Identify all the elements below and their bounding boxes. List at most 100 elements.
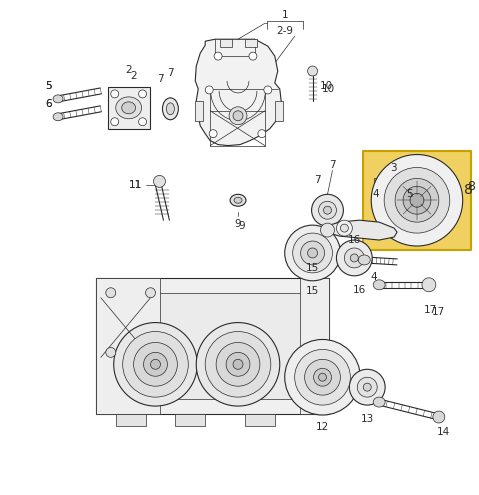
Circle shape bbox=[341, 224, 348, 232]
Circle shape bbox=[301, 241, 324, 265]
Circle shape bbox=[209, 130, 217, 138]
Text: 5: 5 bbox=[45, 81, 51, 91]
Text: 7: 7 bbox=[167, 68, 174, 78]
Ellipse shape bbox=[358, 255, 370, 265]
Ellipse shape bbox=[373, 280, 385, 290]
Circle shape bbox=[344, 248, 364, 268]
Bar bbox=[175, 414, 205, 426]
Circle shape bbox=[403, 186, 431, 214]
Text: 17: 17 bbox=[432, 306, 445, 317]
Bar bbox=[96, 278, 330, 414]
Text: 2-9: 2-9 bbox=[276, 26, 293, 36]
Text: 15: 15 bbox=[306, 286, 319, 296]
Circle shape bbox=[229, 107, 247, 125]
Text: 7: 7 bbox=[314, 175, 321, 186]
Circle shape bbox=[320, 223, 334, 237]
Bar bbox=[245, 414, 275, 426]
Polygon shape bbox=[330, 220, 397, 240]
Circle shape bbox=[319, 201, 336, 219]
Circle shape bbox=[357, 377, 377, 397]
Text: 12: 12 bbox=[316, 422, 329, 432]
Bar bbox=[108, 293, 318, 399]
Text: 16: 16 bbox=[353, 285, 366, 295]
Text: 7: 7 bbox=[329, 160, 336, 170]
Bar bbox=[300, 278, 330, 414]
Bar bbox=[96, 278, 160, 414]
Ellipse shape bbox=[116, 97, 142, 119]
Text: 3: 3 bbox=[390, 163, 397, 173]
Text: 14: 14 bbox=[437, 427, 450, 437]
Circle shape bbox=[205, 86, 213, 94]
Circle shape bbox=[349, 369, 385, 405]
Ellipse shape bbox=[162, 98, 178, 120]
Circle shape bbox=[384, 167, 450, 233]
Circle shape bbox=[295, 349, 350, 405]
Circle shape bbox=[264, 86, 272, 94]
Circle shape bbox=[146, 288, 156, 297]
Circle shape bbox=[258, 130, 266, 138]
Circle shape bbox=[410, 194, 424, 207]
Circle shape bbox=[395, 178, 439, 222]
Circle shape bbox=[134, 343, 177, 386]
Text: 10: 10 bbox=[320, 81, 333, 91]
Text: 2: 2 bbox=[125, 65, 132, 75]
Circle shape bbox=[226, 352, 250, 376]
Text: 4: 4 bbox=[371, 272, 377, 282]
Bar bbox=[275, 101, 283, 121]
Circle shape bbox=[111, 90, 119, 98]
Circle shape bbox=[153, 175, 165, 187]
Circle shape bbox=[293, 233, 332, 273]
Circle shape bbox=[433, 411, 445, 423]
Text: 5: 5 bbox=[45, 81, 51, 91]
Circle shape bbox=[138, 90, 147, 98]
Ellipse shape bbox=[166, 103, 174, 115]
Circle shape bbox=[336, 240, 372, 276]
Text: 8: 8 bbox=[467, 180, 475, 193]
Circle shape bbox=[111, 118, 119, 126]
Text: 7: 7 bbox=[157, 74, 164, 84]
Circle shape bbox=[314, 368, 331, 386]
Circle shape bbox=[233, 111, 243, 121]
Circle shape bbox=[233, 359, 243, 369]
Text: 15: 15 bbox=[306, 263, 319, 273]
Circle shape bbox=[205, 332, 271, 397]
Circle shape bbox=[336, 220, 353, 236]
Circle shape bbox=[363, 383, 371, 391]
Text: 8: 8 bbox=[464, 183, 473, 198]
Circle shape bbox=[371, 154, 463, 246]
Ellipse shape bbox=[53, 113, 63, 121]
Circle shape bbox=[106, 288, 116, 297]
Text: 9: 9 bbox=[235, 219, 241, 229]
Text: 17: 17 bbox=[424, 304, 437, 315]
Text: 2: 2 bbox=[130, 71, 137, 81]
Text: 5: 5 bbox=[406, 189, 412, 199]
Ellipse shape bbox=[230, 195, 246, 206]
Text: 10: 10 bbox=[322, 84, 335, 94]
Circle shape bbox=[150, 359, 160, 369]
Circle shape bbox=[285, 340, 360, 415]
Circle shape bbox=[146, 347, 156, 357]
Circle shape bbox=[106, 347, 116, 357]
Bar bbox=[220, 39, 232, 47]
Circle shape bbox=[249, 52, 257, 60]
Circle shape bbox=[319, 373, 327, 381]
Circle shape bbox=[196, 323, 280, 406]
Circle shape bbox=[350, 254, 358, 262]
Ellipse shape bbox=[234, 198, 242, 203]
Text: 13: 13 bbox=[361, 414, 374, 424]
Text: 4: 4 bbox=[373, 189, 379, 199]
Bar bbox=[116, 414, 146, 426]
Text: 6: 6 bbox=[45, 99, 51, 109]
Circle shape bbox=[305, 359, 341, 395]
Text: 11: 11 bbox=[129, 180, 142, 191]
Bar bbox=[195, 101, 203, 121]
Text: 6: 6 bbox=[45, 99, 51, 109]
Circle shape bbox=[285, 225, 341, 281]
Circle shape bbox=[114, 323, 197, 406]
Circle shape bbox=[216, 343, 260, 386]
Text: 16: 16 bbox=[348, 235, 361, 245]
Text: 11: 11 bbox=[129, 180, 142, 191]
Bar bbox=[363, 150, 471, 250]
Circle shape bbox=[214, 52, 222, 60]
Circle shape bbox=[308, 248, 318, 258]
